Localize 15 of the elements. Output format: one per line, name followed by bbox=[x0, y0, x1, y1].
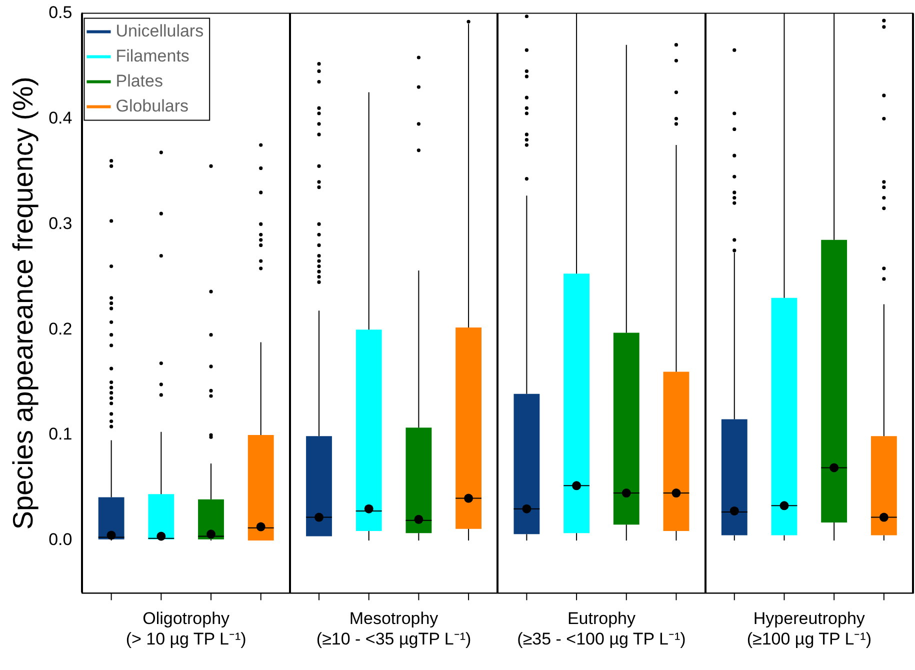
y-tick-label: 0.5 bbox=[48, 2, 72, 22]
y-tick-label: 0.1 bbox=[48, 424, 72, 444]
legend-label: Filaments bbox=[116, 46, 190, 66]
legend-label: Unicellulars bbox=[116, 21, 204, 40]
y-tick-label: 0.2 bbox=[48, 319, 72, 338]
legend-label: Globulars bbox=[116, 96, 188, 116]
legend-label: Plates bbox=[116, 71, 163, 90]
x-tick-label: Mesotrophy (≥10 - <35 µgTP L⁻¹) bbox=[316, 609, 472, 648]
x-tick-label: Oligotrophy (> 10 µg TP L⁻¹) bbox=[126, 609, 246, 648]
x-tick-label: Hypereutrophy (≥100 µg TP L⁻¹) bbox=[746, 609, 872, 648]
y-tick-label: 0.3 bbox=[48, 214, 72, 233]
x-tick-label: Eutrophy (≥35 - <100 µg TP L⁻¹) bbox=[517, 609, 686, 648]
y-tick-label: 0.0 bbox=[48, 530, 72, 550]
y-tick-label: 0.4 bbox=[48, 108, 72, 128]
y-axis-title: Species appeareance frequency (%) bbox=[8, 76, 39, 530]
